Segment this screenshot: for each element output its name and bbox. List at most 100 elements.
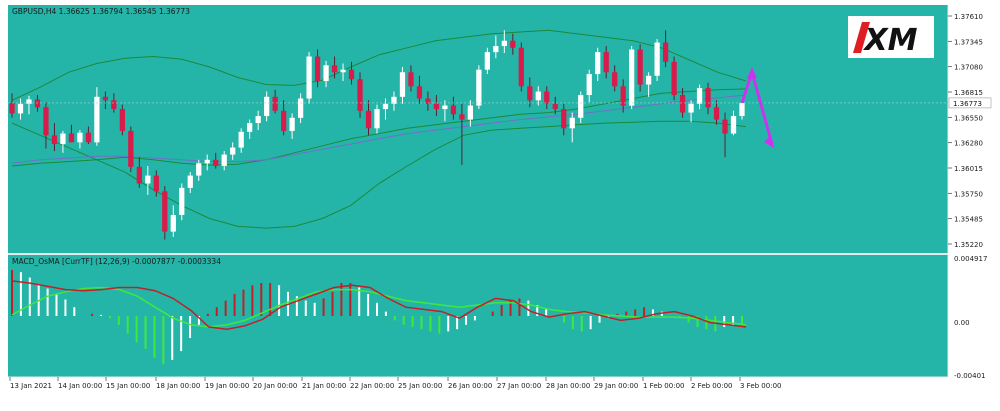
candle-body: [713, 107, 720, 120]
macd-header: MACD_OsMA [CurrTF] (12,26,9) -0.0007877 …: [12, 257, 221, 266]
candle-body: [306, 56, 312, 99]
candle-body: [60, 133, 66, 145]
candle-body: [467, 105, 474, 120]
candle-body: [221, 154, 227, 166]
candle-body: [374, 109, 380, 129]
forecast-arrowhead: [764, 135, 774, 149]
candle-body: [603, 52, 609, 73]
candle-body: [331, 65, 338, 73]
candle-body: [238, 131, 244, 148]
candle-body: [213, 159, 219, 166]
candle-body: [365, 110, 372, 129]
xm-logo-swoosh: [853, 22, 870, 53]
time-tick-label: 28 Jan 00:00: [546, 382, 590, 390]
candle-body: [484, 52, 490, 70]
candle-body: [399, 72, 406, 97]
candle-body: [68, 133, 75, 143]
candle-body: [119, 109, 125, 131]
candle-body: [688, 103, 694, 113]
forecast-peak-head: [747, 67, 757, 79]
candle-body: [561, 109, 567, 129]
axes: 1.37610 1.37345 1.37080 1.36815 1.36550 1.362…: [9, 13, 992, 390]
candle-body: [654, 42, 660, 76]
bollinger-upper-line: [11, 29, 747, 101]
candle-body: [323, 65, 329, 82]
candle-body: [26, 99, 32, 104]
price-tick-label: 1.37345: [954, 38, 983, 46]
candle-body: [612, 72, 618, 87]
price-tick-label: 1.36550: [954, 114, 983, 122]
candle-body: [730, 116, 737, 134]
xm-logo: XM: [848, 16, 934, 58]
time-tick-label: 25 Jan 00:00: [398, 382, 442, 390]
candle-body: [527, 86, 533, 101]
candle-body: [153, 175, 159, 192]
time-tick-label: 13 Jan 2021: [10, 382, 52, 390]
candle-body: [425, 98, 431, 104]
candlesticks: [8, 30, 948, 240]
candle-body: [679, 95, 686, 113]
candle-body: [662, 42, 669, 62]
moving-average-line: [11, 94, 747, 164]
candle-body: [34, 99, 41, 108]
candle-body: [629, 49, 635, 106]
candle-body: [671, 61, 677, 96]
price-tick-label: 1.37610: [954, 13, 983, 21]
candle-body: [280, 110, 287, 131]
macd-signal-line: [11, 286, 747, 328]
candle-body: [17, 103, 24, 114]
time-tick-label: 18 Jan 00:00: [156, 382, 200, 390]
candle-body: [102, 96, 109, 101]
current-price-box: [948, 97, 992, 109]
candle-body: [637, 49, 643, 85]
candle-body: [179, 187, 185, 215]
current-price-label: 1.36773: [953, 100, 982, 108]
candle-body: [408, 72, 414, 87]
time-tick-label: 15 Jan 00:00: [106, 382, 150, 390]
candle-body: [297, 98, 304, 118]
time-tick-label: 19 Jan 00:00: [205, 382, 249, 390]
time-tick-label: 21 Jan 00:00: [302, 382, 346, 390]
candle-body: [739, 102, 745, 117]
candle-body: [255, 116, 261, 124]
candle-body: [136, 166, 142, 184]
candle-body: [247, 123, 253, 132]
candle-body: [722, 119, 728, 134]
candle-body: [459, 114, 465, 120]
candle-body: [340, 69, 346, 73]
macd-tick-label: 0.00: [954, 319, 970, 327]
candle-body: [510, 40, 516, 48]
candle-body: [595, 52, 601, 75]
candle-body: [264, 96, 270, 117]
candle-body: [620, 86, 626, 106]
candle-body: [586, 74, 592, 96]
candle-body: [450, 105, 457, 115]
candle-body: [272, 96, 278, 111]
candle-body: [145, 175, 151, 184]
candle-body: [382, 103, 389, 110]
candle-body: [696, 88, 703, 104]
candle-body: [493, 46, 499, 53]
candle-body: [569, 117, 575, 129]
candle-body: [391, 96, 397, 104]
price-tick-label: 1.37080: [954, 64, 983, 72]
chart-background: [8, 5, 948, 377]
candle-body: [518, 47, 524, 87]
price-tick-label: 1.36815: [954, 89, 983, 97]
candle-body: [476, 69, 482, 106]
time-tick-label: 29 Jan 00:00: [594, 382, 638, 390]
candle-body: [348, 69, 355, 80]
price-tick-label: 1.35485: [954, 216, 983, 224]
candle-body: [77, 132, 83, 143]
xm-logo-text: XM: [863, 23, 918, 58]
candle-body: [43, 107, 49, 136]
macd-tick-label: 0.004917: [954, 255, 987, 263]
forecast-arrow: [740, 67, 774, 149]
symbol-header: GBPUSD,H4 1.36625 1.36794 1.36545 1.3677…: [12, 7, 190, 16]
candle-body: [204, 159, 210, 164]
candle-body: [433, 103, 440, 110]
price-tick-label: 1.36280: [954, 140, 983, 148]
candle-body: [51, 135, 58, 145]
